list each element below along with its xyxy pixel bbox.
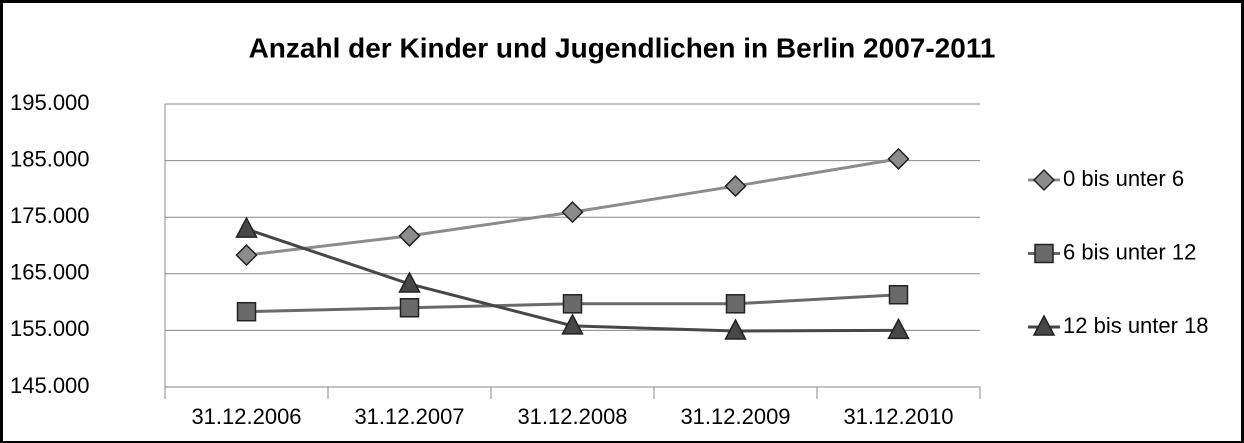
legend-marker xyxy=(1032,168,1056,192)
x-tick-label: 31.12.2006 xyxy=(191,404,301,429)
y-tick-label: 155.000 xyxy=(10,316,90,341)
point xyxy=(235,216,258,238)
y-tick-label: 175.000 xyxy=(10,203,90,228)
point xyxy=(398,271,421,293)
point xyxy=(235,244,258,267)
chart-title: Anzahl der Kinder und Jugendlichen in Be… xyxy=(249,32,996,63)
legend-marker xyxy=(1032,314,1056,336)
point xyxy=(887,317,910,340)
point xyxy=(561,313,584,335)
point xyxy=(724,175,747,198)
legend-label: 0 bis unter 6 xyxy=(1063,166,1184,191)
point xyxy=(562,294,583,314)
point xyxy=(887,147,910,170)
x-tick-label: 31.12.2009 xyxy=(680,404,790,429)
point xyxy=(398,224,421,247)
y-tick-label: 195.000 xyxy=(10,90,90,115)
x-tick-label: 31.12.2008 xyxy=(517,404,627,429)
legend-marker xyxy=(1034,243,1054,264)
point xyxy=(725,294,746,314)
y-tick-label: 165.000 xyxy=(10,260,90,285)
y-tick-label: 145.000 xyxy=(10,373,90,398)
y-tick-label: 185.000 xyxy=(10,146,90,171)
legend-label: 6 bis unter 12 xyxy=(1063,239,1196,264)
point xyxy=(724,318,747,340)
point xyxy=(888,284,909,305)
point xyxy=(561,201,584,224)
point xyxy=(399,298,420,318)
x-tick-label: 31.12.2010 xyxy=(843,404,953,429)
x-tick-label: 31.12.2007 xyxy=(354,404,464,429)
legend-label: 12 bis unter 18 xyxy=(1063,313,1209,338)
point xyxy=(236,301,257,322)
